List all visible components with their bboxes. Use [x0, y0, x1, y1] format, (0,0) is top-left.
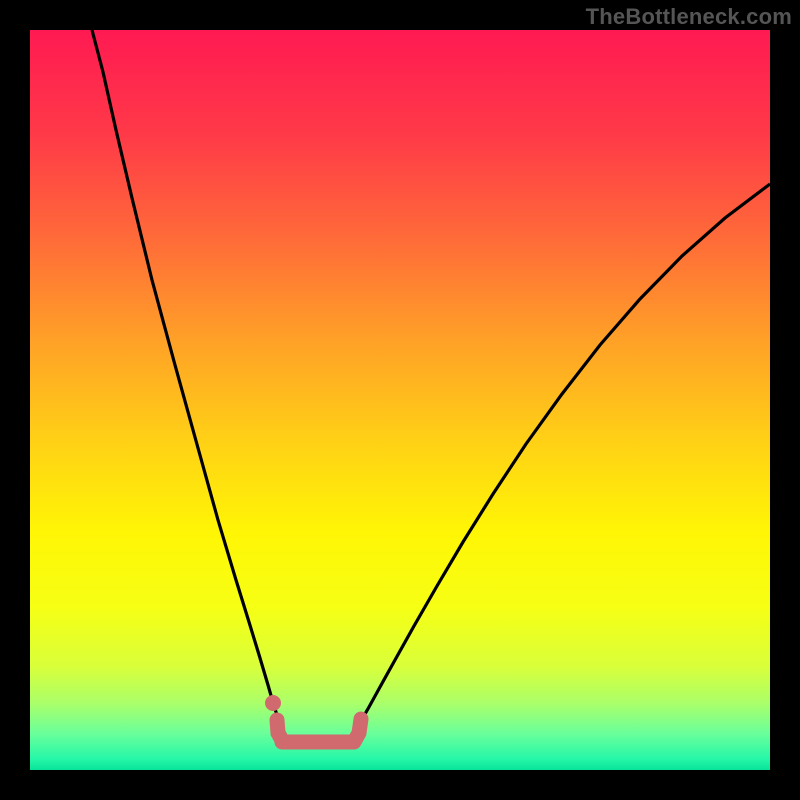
- bottleneck-chart: [0, 0, 800, 800]
- watermark-text: TheBottleneck.com: [586, 4, 792, 30]
- gradient-background: [30, 30, 770, 770]
- marker-dot: [265, 695, 281, 711]
- marker-right-hook: [354, 719, 361, 742]
- marker-left-hook: [277, 720, 283, 742]
